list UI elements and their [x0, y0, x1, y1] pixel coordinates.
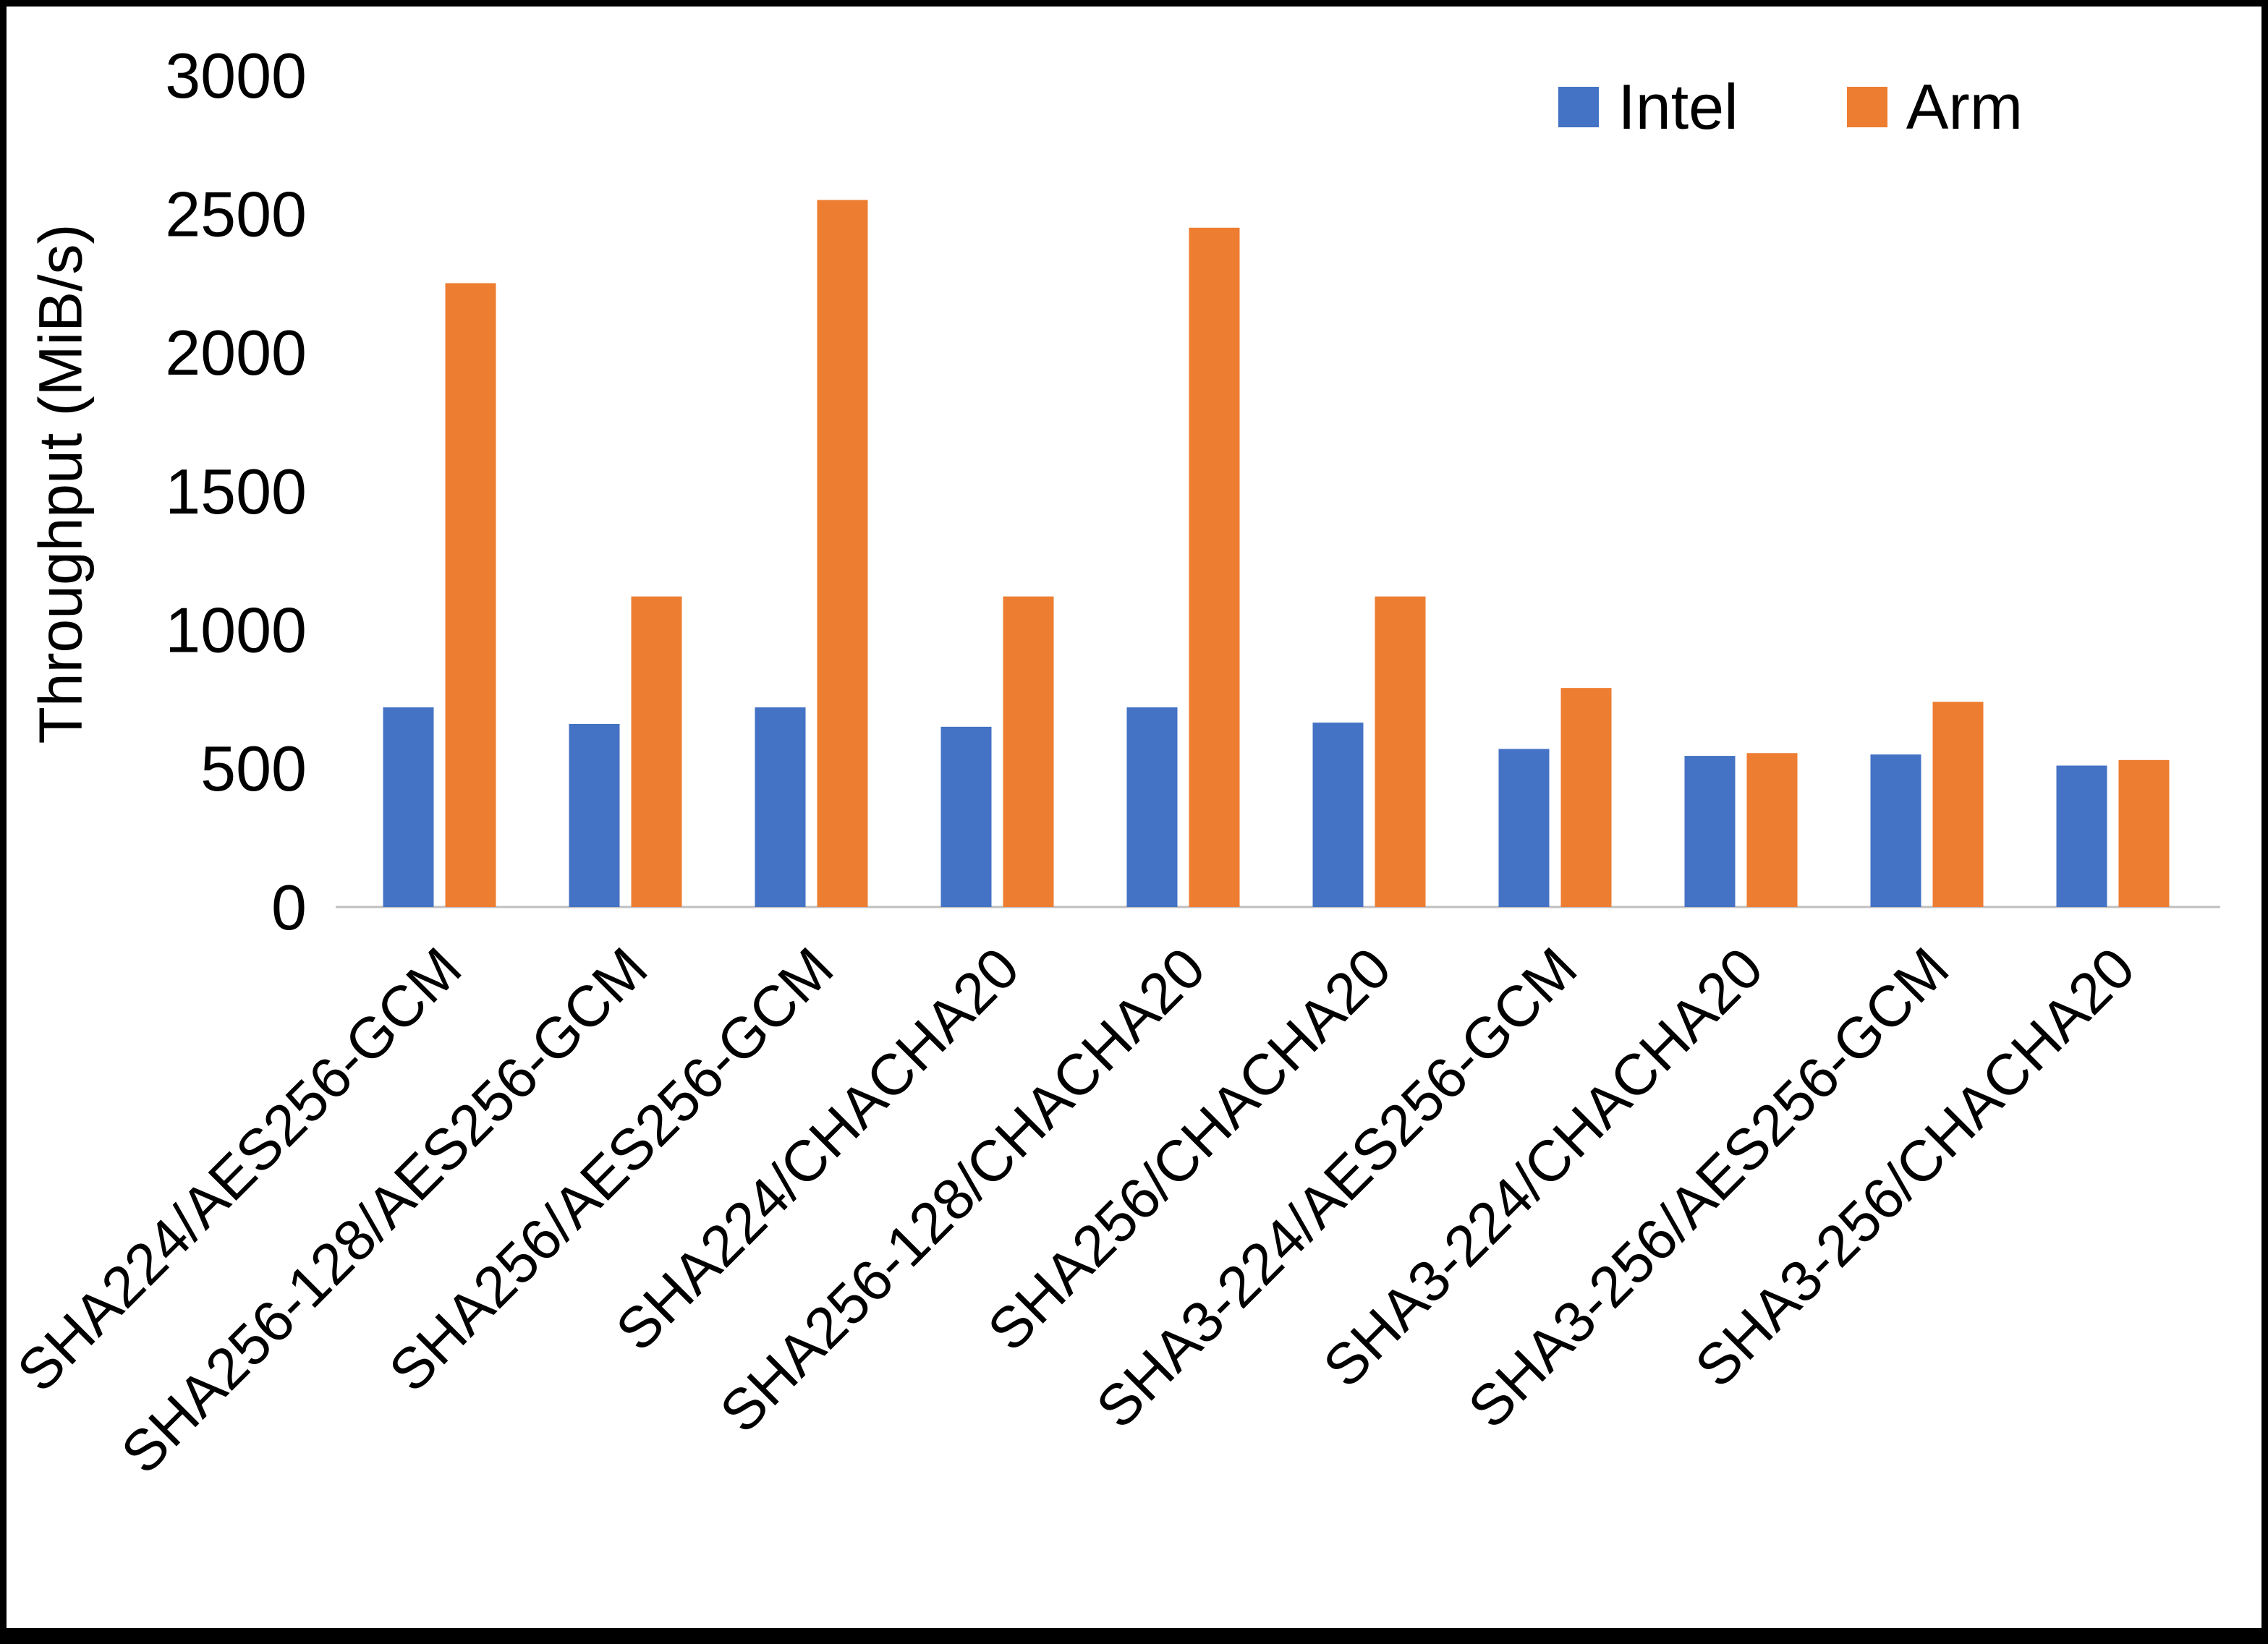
y-tick-label: 2500	[165, 178, 307, 250]
y-tick-label: 3000	[165, 40, 307, 111]
bar-arm	[2118, 759, 2170, 907]
legend-item-arm: Arm	[1846, 70, 2023, 144]
bar-intel	[383, 707, 434, 907]
bar-intel	[1312, 723, 1364, 907]
bar-intel	[940, 726, 992, 907]
bar-arm	[1746, 753, 1798, 907]
bar-arm	[1560, 688, 1612, 907]
y-tick-label: 0	[271, 872, 307, 943]
bar-intel	[1498, 749, 1550, 907]
legend-label-arm: Arm	[1906, 71, 2023, 142]
bar-intel	[2056, 765, 2107, 907]
legend: Intel Arm	[1558, 70, 2023, 144]
bar-arm	[1189, 227, 1240, 907]
legend-label-intel: Intel	[1618, 71, 1738, 142]
plot-area: 050010001500200025003000SHA224/AES256-GC…	[7, 40, 2220, 1486]
bar-arm	[1375, 596, 1426, 907]
bar-intel	[755, 707, 806, 907]
bar-intel	[569, 724, 620, 907]
intel-swatch-icon	[1558, 87, 1600, 127]
arm-swatch-icon	[1846, 87, 1887, 127]
bar-intel	[1870, 754, 1921, 907]
bar-arm	[445, 283, 496, 907]
bar-arm	[817, 200, 868, 907]
bar-intel	[1126, 707, 1178, 907]
bar-arm	[631, 596, 682, 907]
legend-item-intel: Intel	[1558, 70, 1738, 144]
y-tick-label: 500	[200, 733, 307, 804]
bar-arm	[1003, 596, 1054, 907]
bar-arm	[1932, 702, 1984, 907]
y-tick-label: 1000	[165, 594, 307, 665]
bar-intel	[1684, 756, 1736, 907]
y-tick-label: 1500	[165, 456, 307, 527]
y-tick-label: 2000	[165, 317, 307, 388]
